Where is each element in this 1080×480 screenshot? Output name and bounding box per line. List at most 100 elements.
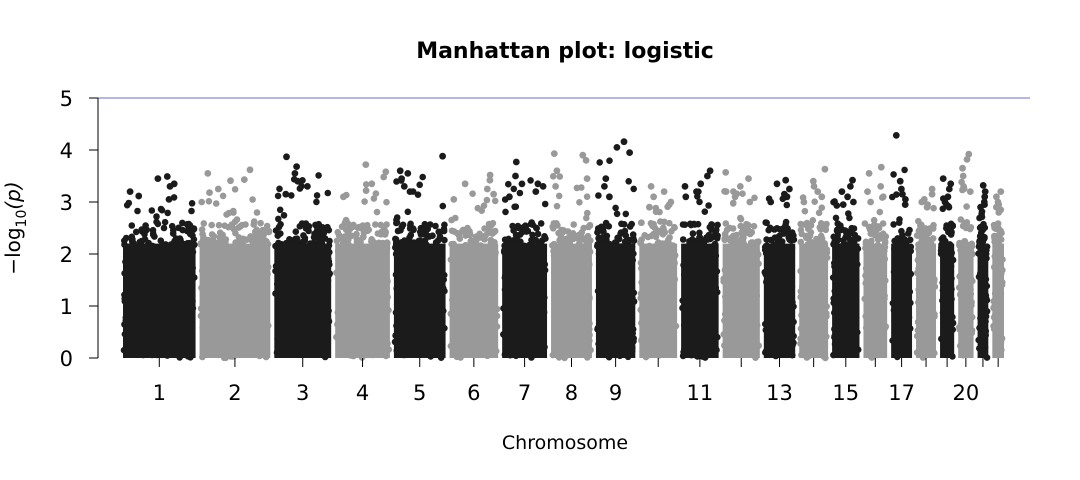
snp-point: [733, 231, 740, 239]
snp-top-hit: [865, 170, 873, 177]
snp-density-band: [832, 243, 860, 358]
snp-top-hit: [722, 169, 730, 176]
snp-point: [393, 214, 401, 221]
snp-density-band: [123, 243, 196, 358]
chromosome-2-points: [197, 166, 273, 362]
snp-point: [890, 171, 897, 178]
snp-point: [469, 190, 476, 197]
snp-top-hit: [849, 176, 856, 184]
x-tick-label: 15: [832, 381, 859, 405]
snp-top-hit: [665, 201, 673, 209]
snp-point: [527, 177, 534, 184]
snp-point: [483, 196, 491, 204]
snp-top-hit: [821, 165, 829, 173]
snp-density-band: [916, 243, 937, 358]
snp-point: [830, 233, 837, 241]
snp-point: [595, 235, 603, 243]
snp-point: [834, 226, 841, 233]
snp-point: [555, 192, 563, 200]
snp-point: [801, 207, 809, 215]
snp-point: [940, 237, 947, 245]
snp-top-hit: [960, 183, 967, 190]
snp-point: [612, 204, 619, 212]
snp-point: [765, 226, 772, 234]
snp-point: [128, 222, 136, 229]
snp-point: [578, 184, 585, 191]
snp-top-hit: [963, 156, 971, 163]
snp-point: [537, 220, 545, 227]
snp-top-hit: [682, 193, 690, 201]
snp-top-hit: [800, 198, 808, 206]
snp-point: [320, 229, 328, 237]
snp-point: [626, 223, 634, 230]
snp-point: [509, 222, 516, 230]
x-tick-label: 6: [467, 381, 480, 405]
snp-density-band: [274, 243, 332, 358]
snp-point: [703, 234, 710, 241]
snp-point: [594, 225, 602, 232]
snp-point: [834, 220, 841, 227]
snp-point: [361, 198, 368, 205]
snp-point: [542, 235, 549, 242]
snp-point: [963, 203, 970, 210]
snp-point: [977, 232, 984, 240]
snp-point: [231, 186, 239, 193]
snp-top-hit: [997, 206, 1005, 214]
snp-point: [659, 231, 667, 238]
snp-top-hit: [706, 167, 714, 175]
snp-point: [776, 226, 784, 233]
snp-point: [991, 234, 998, 242]
snp-point: [516, 189, 524, 197]
snp-top-hit: [979, 182, 987, 189]
snp-top-hit: [550, 150, 558, 158]
x-tick-label: 13: [766, 381, 793, 405]
snp-point: [613, 210, 621, 218]
snp-top-hit: [918, 198, 926, 206]
snp-point: [432, 222, 439, 230]
snp-density-band: [891, 243, 913, 358]
snp-top-hit: [439, 152, 446, 160]
snp-point: [233, 216, 241, 223]
snp-top-hit: [406, 188, 414, 196]
snp-point: [881, 237, 889, 245]
snp-point: [373, 208, 381, 216]
snp-point: [188, 207, 195, 215]
snp-top-hit: [552, 183, 559, 190]
snp-top-hit: [745, 175, 752, 183]
snp-point: [771, 226, 778, 233]
snp-top-hit: [901, 201, 909, 209]
snp-point: [153, 218, 160, 226]
snp-point: [706, 223, 714, 231]
snp-density-band: [551, 243, 592, 358]
snp-point: [416, 181, 424, 189]
snp-point: [630, 237, 638, 244]
snp-point: [170, 194, 178, 201]
snp-point: [660, 224, 667, 232]
snp-top-hit: [896, 177, 904, 185]
snp-point: [782, 218, 790, 226]
snp-point: [528, 219, 535, 226]
snp-point: [345, 236, 352, 244]
snp-point: [215, 221, 223, 229]
snp-point: [570, 221, 577, 228]
snp-point: [518, 180, 526, 188]
snp-top-hit: [204, 170, 212, 177]
snp-point: [315, 172, 322, 179]
snp-point: [342, 216, 350, 224]
snp-point: [392, 236, 400, 243]
snp-point: [464, 224, 471, 232]
snp-point: [701, 208, 709, 215]
snp-point: [276, 206, 284, 214]
snp-density-band: [639, 243, 678, 358]
snp-top-hit: [304, 183, 311, 190]
snp-top-hit: [928, 190, 936, 198]
snp-point: [502, 208, 509, 216]
chromosome-20-points: [956, 150, 976, 359]
snp-top-hit: [981, 193, 989, 201]
snp-top-hit: [214, 185, 222, 193]
snp-point: [480, 202, 488, 209]
snp-point: [549, 225, 557, 232]
snp-top-hit: [993, 193, 1000, 201]
snp-top-hit: [997, 188, 1005, 196]
